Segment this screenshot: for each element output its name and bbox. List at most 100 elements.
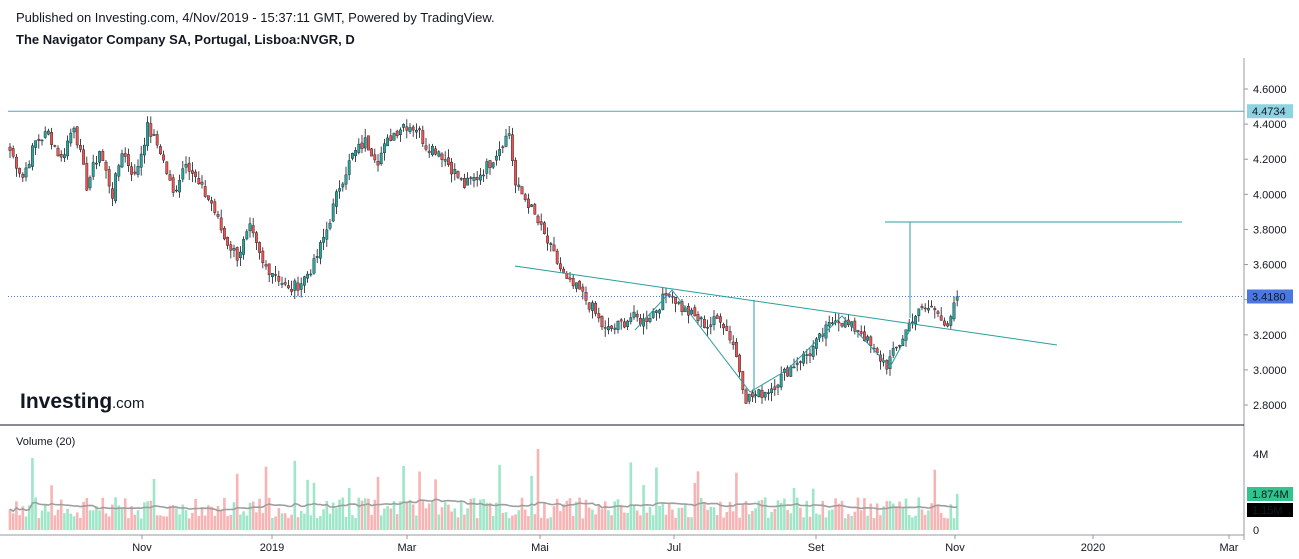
volume-bar: [312, 482, 316, 530]
volume-bar: [258, 498, 261, 530]
candle-body: [677, 301, 681, 304]
candle-body: [735, 342, 738, 357]
time-tick-label: Nov: [945, 542, 965, 554]
candle-body: [693, 307, 697, 317]
candle-body: [469, 177, 473, 179]
candle-body: [421, 130, 425, 144]
volume-bar: [261, 513, 265, 530]
candle-body: [94, 162, 98, 165]
volume-bar: [47, 511, 50, 530]
volume-bar: [795, 497, 799, 530]
candle-body: [104, 161, 108, 171]
candle-body: [805, 354, 809, 356]
volume-bar: [901, 507, 905, 530]
volume-bar: [603, 501, 607, 530]
time-tick-label: Nov: [132, 542, 152, 554]
volume-bar: [754, 508, 757, 530]
candle-body: [626, 320, 630, 327]
candle-body: [315, 256, 319, 259]
candle-body: [674, 297, 678, 304]
volume-bar: [533, 514, 537, 530]
candle-body: [760, 390, 764, 398]
volume-bar: [805, 500, 809, 530]
candle-body: [786, 367, 790, 377]
volume-bar: [719, 501, 722, 530]
volume-bar: [248, 502, 252, 530]
candle-body: [591, 302, 594, 311]
volume-bar: [645, 512, 649, 530]
candle-body: [232, 248, 236, 251]
volume-bar: [325, 501, 329, 530]
volume-bar: [770, 511, 773, 530]
price-tick-label: 3.0000: [1253, 365, 1287, 377]
price-tick-label: 4.2000: [1253, 154, 1287, 166]
candle-body: [287, 285, 290, 289]
volume-bar: [773, 508, 777, 530]
volume-bar: [920, 509, 924, 530]
volume-bar: [850, 515, 853, 530]
candle-body: [335, 191, 338, 207]
candle-body: [520, 186, 524, 195]
candle-body: [283, 282, 287, 285]
candle-body: [306, 273, 309, 279]
volume-value-tag-bg: [1247, 487, 1293, 501]
candle-body: [447, 157, 450, 165]
candle-body: [866, 336, 870, 341]
candle-body: [536, 215, 540, 224]
volume-bar: [546, 518, 549, 530]
candle-body: [40, 139, 44, 142]
candle-body: [14, 156, 18, 169]
candle-body: [226, 237, 229, 246]
candle-body: [72, 127, 76, 133]
candle-body: [222, 227, 226, 240]
volume-bar: [933, 469, 937, 530]
candle-body: [331, 203, 335, 222]
volume-bar: [904, 498, 908, 530]
volume-bar: [91, 510, 95, 530]
candle-body: [459, 178, 463, 180]
candle-body: [501, 146, 505, 149]
candle-body: [632, 311, 636, 318]
volume-bar: [437, 514, 441, 530]
volume-bar: [907, 514, 911, 530]
candle-body: [514, 160, 518, 186]
volume-bar: [207, 505, 210, 530]
candle-body: [162, 154, 165, 161]
volume-bar: [66, 508, 69, 530]
volume-bar: [914, 515, 917, 530]
candle-body: [142, 144, 146, 156]
candle-body: [549, 243, 553, 245]
volume-bar: [539, 517, 543, 530]
candle-body: [312, 258, 316, 274]
volume-bar: [725, 512, 729, 530]
volume-bar: [927, 510, 930, 530]
candle-body: [296, 282, 300, 291]
candle-body: [853, 320, 857, 332]
volume-bar: [559, 511, 562, 530]
candle-body: [725, 326, 729, 331]
volume-bar: [383, 508, 386, 530]
candle-body: [91, 162, 95, 177]
candle-body: [888, 356, 892, 369]
volume-bar: [8, 509, 12, 530]
volume-bar: [175, 508, 178, 530]
volume-bar: [792, 487, 796, 530]
volume-bar: [18, 515, 21, 530]
volume-value-tag: 1.874M: [1252, 489, 1289, 501]
volume-series: [8, 448, 959, 530]
volume-bar: [200, 507, 204, 530]
candle-body: [920, 306, 924, 308]
volume-bar: [178, 514, 181, 530]
price-tags: 4.4734 3.4180 1.874M 1.15M: [1247, 104, 1293, 517]
volume-bar: [869, 503, 873, 530]
volume-bar: [955, 493, 959, 530]
volume-bar: [936, 505, 940, 530]
volume-bar: [392, 501, 396, 530]
price-axis: 4.60004.40004.20004.00003.80003.60003.40…: [1244, 84, 1287, 537]
candle-body: [152, 134, 156, 136]
candle-body: [699, 317, 703, 320]
candle-body: [82, 149, 86, 165]
volume-bar: [149, 500, 153, 530]
volume-bar: [101, 497, 105, 530]
